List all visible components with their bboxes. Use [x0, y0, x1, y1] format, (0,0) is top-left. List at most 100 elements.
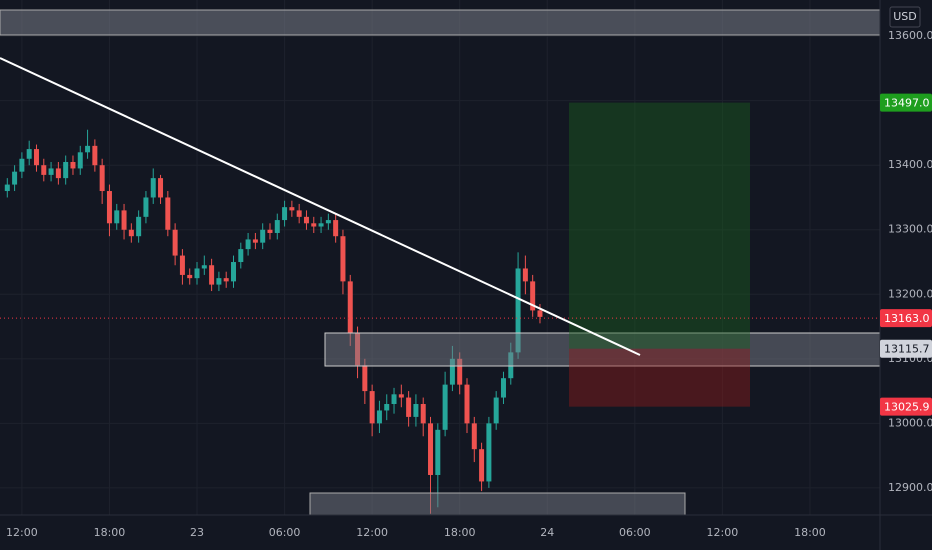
price-badge — [880, 397, 932, 416]
candle-body — [33, 149, 39, 166]
x-tick-label: 12:00 — [356, 526, 388, 539]
candle-body — [449, 358, 455, 385]
profit-zone — [569, 102, 750, 349]
candle-body — [201, 265, 207, 269]
candle-body — [486, 423, 492, 482]
candle-body — [362, 365, 368, 392]
candle-body — [158, 178, 164, 198]
candle-body — [77, 152, 83, 169]
y-tick-label: 12900.0 — [888, 481, 932, 494]
zone — [0, 9, 881, 36]
candle-body — [493, 397, 499, 424]
x-tick-label: 24 — [540, 526, 554, 539]
position-tool — [0, 102, 880, 407]
x-tick-label: 06:00 — [619, 526, 651, 539]
candle-body — [165, 197, 171, 230]
currency: USD — [893, 10, 917, 23]
candle-body — [471, 423, 477, 450]
candle-body — [194, 268, 200, 279]
candle-body — [230, 262, 236, 282]
price-badge-label: 13115.7 — [884, 343, 930, 356]
candle-body — [435, 429, 441, 475]
candle-body — [114, 210, 120, 224]
y-tick-label: 13300.0 — [888, 223, 932, 236]
candle-body — [223, 278, 229, 282]
candle-body — [479, 449, 485, 482]
candle-body — [4, 184, 10, 192]
candle-body — [318, 223, 324, 227]
price-badge-label: 13025.9 — [884, 401, 930, 414]
candles — [4, 129, 543, 514]
candle-body — [19, 158, 25, 172]
x-tick-label: 12:00 — [6, 526, 38, 539]
candle-body — [121, 210, 127, 230]
candle-body — [376, 410, 382, 424]
candle-body — [369, 391, 375, 424]
candle-body — [187, 274, 193, 279]
price-badge-label: 13163.0 — [884, 312, 930, 325]
candle-body — [143, 197, 149, 217]
candle-body — [260, 229, 266, 243]
candle-body — [282, 207, 288, 221]
price-badge — [880, 93, 932, 112]
price-badge — [880, 339, 932, 358]
loss-zone — [569, 348, 750, 407]
y-tick-label: 13200.0 — [888, 287, 932, 300]
candle-body — [128, 229, 134, 237]
x-tick-label: 06:00 — [269, 526, 301, 539]
candle-body — [464, 384, 470, 424]
candle-body — [442, 384, 448, 430]
candle-body — [267, 229, 273, 233]
candle-body — [391, 394, 397, 404]
x-tick-label: 12:00 — [707, 526, 739, 539]
candle-body — [106, 191, 112, 224]
candle-body — [252, 239, 258, 243]
candle-body — [311, 223, 317, 227]
candle-body — [384, 403, 390, 411]
candle-body — [333, 220, 339, 237]
candle-body — [406, 397, 412, 417]
candle-body — [85, 145, 91, 153]
candle-body — [179, 255, 185, 275]
candle-body — [216, 278, 222, 285]
x-tick-label: 23 — [190, 526, 204, 539]
candle-body — [136, 216, 142, 237]
candle-body — [150, 178, 156, 198]
axes: 12900.013000.013100.013200.013300.013400… — [6, 29, 932, 539]
candle-body — [70, 161, 76, 169]
currency-box — [889, 6, 921, 28]
candle-body — [420, 403, 426, 424]
candle-body — [63, 161, 69, 179]
price-badge-label: 13497.0 — [884, 97, 930, 110]
candle-body — [172, 229, 178, 256]
candle-body — [500, 378, 506, 398]
candle-body — [296, 210, 302, 217]
candle-body — [325, 220, 331, 224]
y-tick-label: 13600.0 — [888, 29, 932, 42]
y-tick-label: 13000.0 — [888, 416, 932, 429]
candle-body — [55, 168, 61, 179]
y-tick-label: 13400.0 — [888, 158, 932, 171]
candle-body — [245, 239, 251, 250]
price-badge — [880, 309, 932, 328]
candle-body — [457, 358, 463, 385]
candle-body — [428, 423, 434, 475]
candle-body — [413, 403, 419, 417]
candle-body — [238, 249, 244, 263]
zone — [309, 492, 686, 516]
candle-body — [340, 236, 346, 282]
candle-body — [530, 281, 536, 311]
candle-body — [289, 207, 295, 211]
candle-body — [209, 265, 215, 285]
x-tick-label: 18:00 — [794, 526, 826, 539]
candle-body — [537, 310, 543, 317]
candle-body — [48, 168, 54, 175]
candle-body — [515, 268, 521, 353]
candle-body — [274, 220, 280, 233]
drawings — [0, 9, 881, 516]
candle-body — [522, 268, 528, 282]
candle-body — [99, 165, 105, 192]
candle-body — [41, 165, 47, 175]
candle-body — [92, 145, 98, 166]
